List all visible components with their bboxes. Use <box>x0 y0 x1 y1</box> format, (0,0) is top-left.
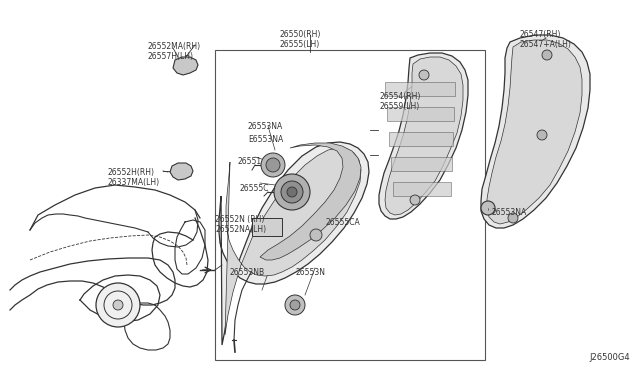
Circle shape <box>410 195 420 205</box>
Polygon shape <box>260 143 361 260</box>
Polygon shape <box>481 35 590 228</box>
Bar <box>391 157 452 171</box>
Polygon shape <box>219 142 369 345</box>
Text: 26551: 26551 <box>238 157 262 166</box>
Bar <box>387 107 454 121</box>
Circle shape <box>113 300 123 310</box>
Text: 26552MA(RH)
26557H(LH): 26552MA(RH) 26557H(LH) <box>148 42 201 61</box>
Text: 26553NA: 26553NA <box>492 208 527 217</box>
Bar <box>385 82 455 96</box>
Polygon shape <box>385 57 463 215</box>
Circle shape <box>310 229 322 241</box>
Text: 26550(RH)
26555(LH): 26550(RH) 26555(LH) <box>280 30 321 49</box>
Polygon shape <box>487 40 582 224</box>
Circle shape <box>481 201 495 215</box>
Circle shape <box>261 153 285 177</box>
Circle shape <box>96 283 140 327</box>
Bar <box>393 182 451 196</box>
Circle shape <box>287 187 297 197</box>
Bar <box>252 218 282 236</box>
Circle shape <box>537 130 547 140</box>
Text: J26500G4: J26500G4 <box>589 353 630 362</box>
Text: 26547(RH)
26547+A(LH): 26547(RH) 26547+A(LH) <box>520 30 572 49</box>
Polygon shape <box>225 148 361 335</box>
Polygon shape <box>170 163 193 180</box>
Text: 26555CA: 26555CA <box>325 218 360 227</box>
Circle shape <box>419 70 429 80</box>
Text: E6553NA: E6553NA <box>248 135 284 144</box>
Circle shape <box>281 181 303 203</box>
Circle shape <box>285 295 305 315</box>
Text: 26552N (RH)
26552NA(LH): 26552N (RH) 26552NA(LH) <box>215 215 266 234</box>
Text: 26552H(RH)
26337MA(LH): 26552H(RH) 26337MA(LH) <box>108 168 160 187</box>
Text: 26554(RH)
26559(LH): 26554(RH) 26559(LH) <box>380 92 421 111</box>
Polygon shape <box>379 53 468 219</box>
Text: 26553NB: 26553NB <box>230 268 265 277</box>
Text: 26553N: 26553N <box>295 268 325 277</box>
Circle shape <box>274 174 310 210</box>
Text: 26553NA: 26553NA <box>248 122 284 131</box>
Text: 26555C: 26555C <box>240 184 269 193</box>
Polygon shape <box>173 57 198 75</box>
Circle shape <box>290 300 300 310</box>
Bar <box>389 132 453 146</box>
Circle shape <box>266 158 280 172</box>
Bar <box>215 50 485 360</box>
Circle shape <box>542 50 552 60</box>
Circle shape <box>508 213 518 223</box>
